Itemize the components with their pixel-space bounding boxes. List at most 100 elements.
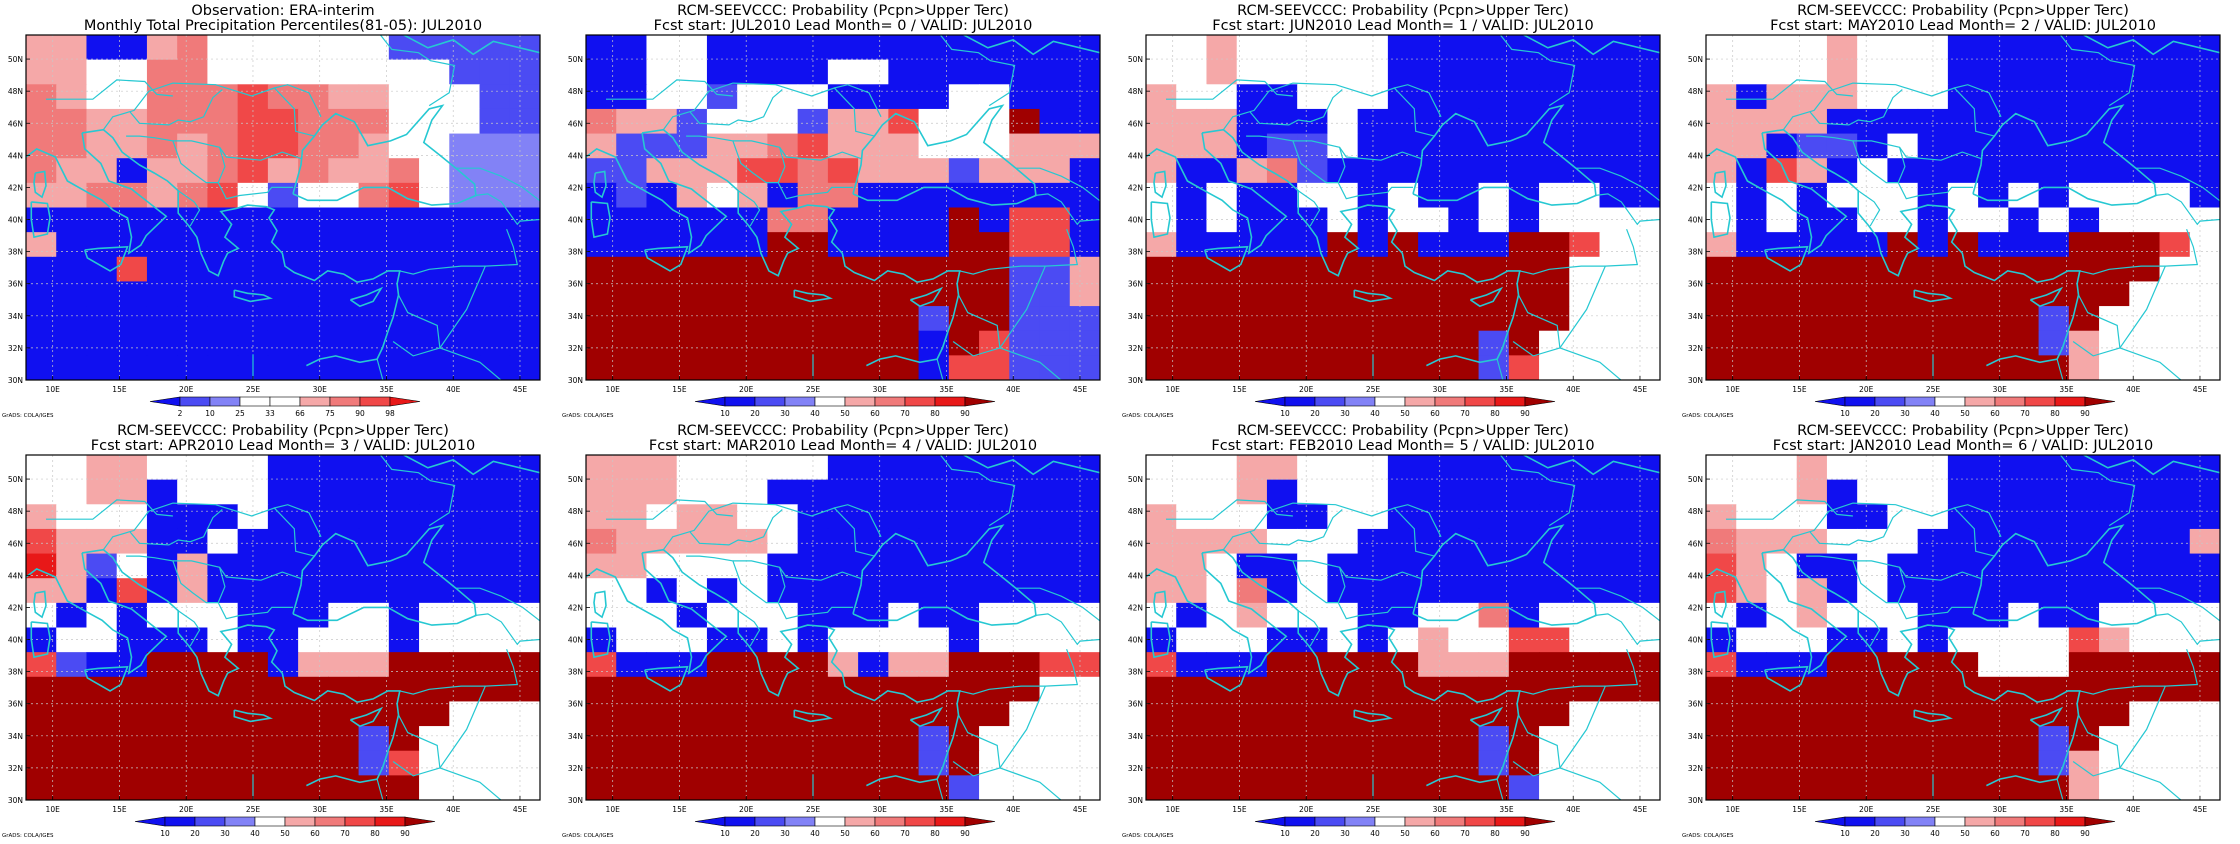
grid-cell [449,578,481,604]
grid-cell [1327,701,1359,727]
grid-cell [1146,750,1177,776]
grid-cell [56,455,88,481]
border-line [2059,455,2136,527]
grid-cell [26,676,57,703]
grid-cell [586,528,617,555]
colorbar-swatch [224,816,256,827]
grid-cell [2159,232,2191,258]
grid-cell [1508,504,1540,530]
grid-cell [979,330,1010,356]
grid-cell [1176,84,1208,110]
coastline [586,132,728,255]
grid-cell [1569,750,1601,776]
grid-cell [1146,676,1177,703]
grid-cell [509,158,540,184]
grid-cell [1009,504,1041,530]
grid-cell [1297,528,1329,555]
grid-cell [1236,182,1268,209]
grid-cell [616,652,648,678]
grid-cell [479,256,511,283]
grid-cell [1826,775,1858,800]
grid-cell [706,455,738,481]
latitude-label: 34N [568,732,583,741]
grid-cell [797,306,829,332]
grid-cell [26,158,57,184]
grid-cell [2129,652,2161,678]
latitude-label: 38N [1128,668,1143,677]
grid-cell [1236,232,1268,258]
border-line [959,648,1079,695]
colorbar-swatch [1404,396,1436,407]
grid-cell [146,232,178,258]
grid-cell [146,330,178,356]
border-line [732,560,862,581]
grid-cell [1978,355,2009,380]
colorbar-swatch [179,396,211,407]
coastline [1972,104,2157,206]
grid-cell [2189,158,2220,184]
grid-cell [388,355,420,380]
grid-cell [706,578,738,604]
grid-cell [616,504,648,530]
grid-cell [116,750,148,776]
border-line [1806,555,1973,620]
latitude-label: 30N [1688,796,1703,805]
grid-cell [1766,158,1798,184]
grid-cell [918,504,950,530]
grid-cell [2068,578,2100,604]
grid-cell [207,182,239,209]
grid-cell [1629,701,1660,727]
longitude-label: 10E [606,805,621,814]
grid-cell [2129,158,2161,184]
grid-cell [1736,479,1768,505]
latitude-label: 42N [8,603,23,612]
grid-cell [1978,281,2009,307]
grid-cell [948,84,980,110]
grid-cell [586,232,617,258]
grid-cell [328,256,360,283]
grid-cell [419,330,450,356]
grid-cell [1297,256,1329,283]
grid-cell [1539,306,1570,332]
grid-cell [1539,133,1570,159]
map-area [1146,455,1660,800]
grid-cell [1599,652,1631,678]
latitude-label: 44N [8,151,23,160]
grid-cell [2099,750,2130,776]
border-line [952,714,1001,777]
grid-cell [86,750,118,776]
grid-cell [858,701,889,727]
grid-cell [1766,775,1798,800]
grid-cell [1766,207,1798,233]
border-line [2072,294,2121,357]
coastline [33,590,47,619]
grads-credit: GrADS: COLA/IGES [562,413,614,419]
grid-cell [1069,108,1100,135]
grid-cell [1629,553,1660,579]
grid-cell [706,182,738,209]
colorbar: 10 20 30 40 50 60 70 80 90 [1254,816,1556,838]
grid-cell [767,330,799,356]
grid-cell [1357,330,1389,356]
coastline [26,132,168,255]
grid-cell [616,578,648,604]
grid-cell [1297,676,1329,703]
grid-cell [1327,504,1359,530]
grid-cell [1448,676,1480,703]
grid-cell [767,775,799,800]
grid-cell [1478,207,1510,233]
grid-cell [646,158,678,184]
grid-cell [1146,108,1177,135]
grid-cell [1009,84,1041,110]
grid-cell [1418,676,1449,703]
grid-cell [888,652,920,678]
grid-cell [1508,750,1540,776]
latitude-label: 48N [1688,507,1703,516]
grid-cell [1569,59,1601,85]
grid-cell [419,652,450,678]
grid-cell [1706,59,1737,85]
grid-cell [1796,182,1828,209]
coastline [30,621,51,659]
grid-cell [888,726,920,752]
latitude-label: 30N [8,796,23,805]
